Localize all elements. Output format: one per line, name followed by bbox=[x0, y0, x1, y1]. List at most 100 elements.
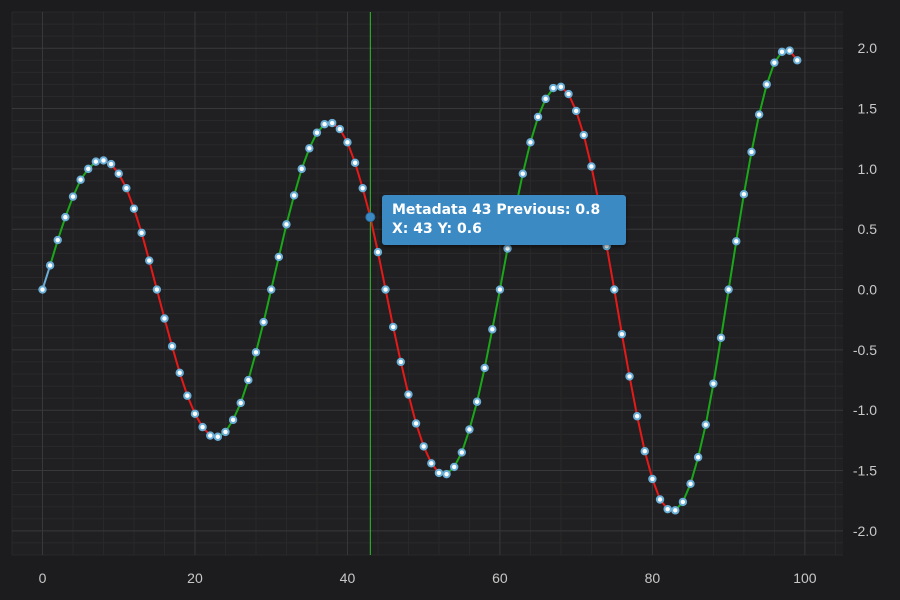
series-segment bbox=[277, 223, 288, 258]
data-point bbox=[480, 363, 489, 373]
y-tick-label: -0.5 bbox=[853, 342, 877, 358]
data-point bbox=[328, 118, 337, 128]
series-segment bbox=[49, 239, 59, 267]
data-point bbox=[114, 169, 123, 178]
data-point bbox=[320, 120, 329, 129]
data-point bbox=[754, 110, 764, 119]
x-tick-label: 60 bbox=[492, 570, 508, 586]
data-point bbox=[762, 80, 771, 89]
data-point bbox=[297, 164, 306, 174]
series-segment bbox=[376, 251, 387, 291]
data-point bbox=[434, 468, 444, 478]
data-point bbox=[617, 329, 627, 339]
data-point bbox=[305, 144, 314, 153]
data-point bbox=[541, 94, 550, 104]
data-point bbox=[84, 164, 93, 174]
series-segment bbox=[392, 325, 402, 363]
data-point bbox=[198, 422, 207, 432]
x-tick-label: 20 bbox=[187, 570, 203, 586]
series-segment bbox=[529, 115, 540, 144]
series-segment bbox=[758, 83, 768, 116]
data-point bbox=[145, 256, 154, 265]
series-segment bbox=[613, 288, 623, 336]
series-segment bbox=[163, 317, 174, 348]
series-segment bbox=[575, 109, 585, 137]
series-segment bbox=[697, 423, 707, 459]
data-point bbox=[625, 372, 634, 381]
y-tick-label: 1.0 bbox=[858, 161, 878, 177]
plot-area bbox=[12, 12, 843, 555]
data-point bbox=[259, 317, 268, 327]
data-point bbox=[373, 247, 383, 257]
data-point bbox=[640, 447, 649, 456]
data-point bbox=[777, 47, 787, 57]
series-segment bbox=[605, 245, 616, 291]
tooltip-line-2: X: 43 Y: 0.6 bbox=[392, 221, 482, 237]
data-point bbox=[350, 158, 360, 168]
data-point bbox=[274, 252, 284, 262]
data-point bbox=[358, 183, 367, 193]
data-point bbox=[38, 285, 47, 294]
data-point bbox=[785, 46, 794, 55]
series-segment bbox=[620, 333, 631, 378]
data-point bbox=[404, 390, 413, 399]
y-tick-label: -1.0 bbox=[853, 402, 877, 418]
y-tick-label: 0.5 bbox=[858, 221, 878, 237]
data-point bbox=[678, 497, 688, 507]
data-point bbox=[503, 244, 512, 253]
data-point bbox=[106, 159, 116, 169]
data-point bbox=[160, 314, 169, 323]
data-point bbox=[709, 379, 718, 388]
data-point bbox=[556, 82, 566, 92]
series-segment bbox=[41, 264, 52, 291]
data-point bbox=[533, 112, 543, 122]
series-segment bbox=[521, 141, 532, 175]
data-point bbox=[472, 397, 482, 406]
data-point bbox=[449, 462, 459, 472]
x-tick-label: 0 bbox=[39, 570, 47, 586]
data-point bbox=[129, 204, 139, 213]
series-segment bbox=[155, 288, 166, 320]
data-point bbox=[770, 58, 779, 67]
data-point bbox=[724, 285, 733, 294]
data-point bbox=[396, 357, 406, 367]
data-point bbox=[686, 479, 695, 489]
data-point bbox=[716, 333, 726, 342]
series-segment bbox=[712, 336, 723, 385]
data-point bbox=[632, 412, 642, 421]
data-point bbox=[488, 325, 497, 334]
data-point bbox=[411, 419, 421, 428]
y-tick-label: -1.5 bbox=[853, 463, 877, 479]
series-segment bbox=[742, 150, 753, 196]
data-point bbox=[175, 368, 184, 377]
data-point bbox=[648, 474, 657, 484]
series-segment bbox=[636, 415, 646, 453]
data-point bbox=[671, 506, 680, 515]
series-segment bbox=[254, 321, 265, 354]
y-tick-label: 2.0 bbox=[858, 40, 878, 56]
data-point bbox=[701, 420, 710, 429]
data-point bbox=[381, 285, 390, 294]
data-point bbox=[236, 398, 245, 408]
data-point bbox=[579, 130, 588, 140]
series-segment bbox=[148, 259, 158, 291]
series-segment bbox=[247, 351, 257, 382]
data-point bbox=[289, 191, 299, 200]
y-tick-label: -2.0 bbox=[853, 523, 877, 539]
data-point bbox=[442, 469, 451, 479]
data-point bbox=[419, 442, 428, 451]
data-point bbox=[312, 128, 322, 137]
series-segment bbox=[354, 161, 364, 190]
series-segment bbox=[132, 207, 143, 234]
data-point bbox=[793, 56, 802, 65]
data-point bbox=[343, 138, 352, 147]
data-point bbox=[152, 285, 162, 294]
data-point bbox=[99, 156, 108, 165]
series-segment bbox=[468, 400, 479, 431]
series-segment bbox=[643, 450, 654, 480]
series-segment bbox=[582, 134, 593, 168]
y-tick-label: 0.0 bbox=[858, 282, 878, 298]
data-point bbox=[267, 285, 276, 294]
